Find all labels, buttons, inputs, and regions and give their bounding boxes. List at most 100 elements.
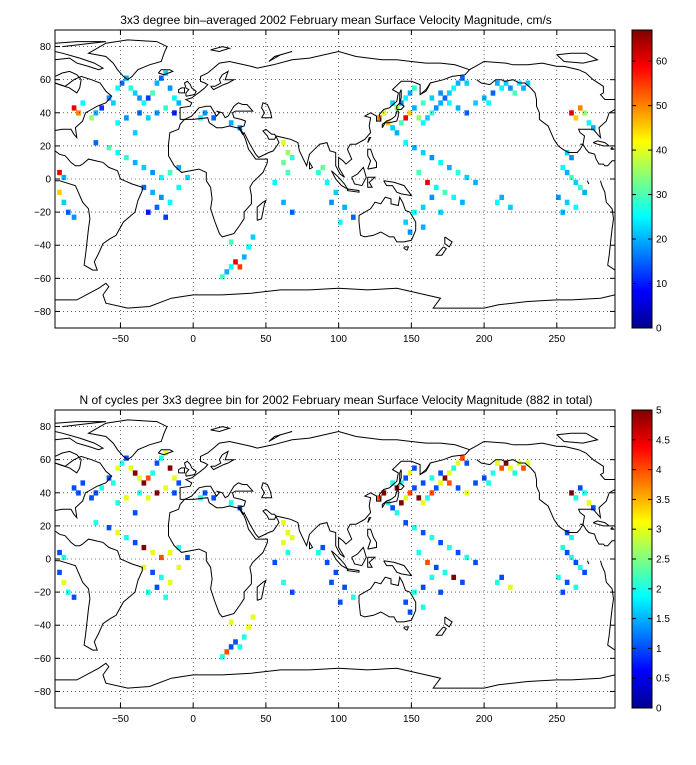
bin-cell (351, 594, 356, 600)
coastline (309, 160, 314, 170)
bin-cell (76, 490, 81, 496)
bin-cell (163, 105, 169, 111)
y-tick-label: 20 (40, 521, 52, 532)
bin-cell (154, 80, 160, 86)
bin-cell (61, 199, 67, 205)
bin-cell (573, 495, 579, 501)
coastline (367, 176, 377, 188)
bin-cell (154, 110, 160, 116)
coastline (55, 41, 106, 48)
bin-cell (176, 164, 182, 171)
x-tick-label: 250 (548, 714, 565, 725)
coastline (396, 482, 405, 490)
coastline (383, 560, 413, 577)
bin-cell (132, 130, 138, 136)
bin-cell (71, 485, 77, 491)
y-tick-label: 20 (40, 141, 52, 152)
bin-cell (106, 145, 112, 151)
bin-cell (57, 169, 62, 176)
bin-cell (163, 594, 169, 600)
coastline (600, 180, 615, 271)
bin-cell (420, 120, 426, 126)
bin-cell (132, 539, 138, 546)
bin-cell (460, 75, 465, 81)
coastline (87, 39, 168, 81)
bin-cell (451, 85, 457, 91)
bin-cell (447, 544, 452, 551)
bin-cell (185, 174, 190, 181)
bin-cell (499, 194, 505, 200)
bin-cell (89, 495, 94, 501)
bin-cell (464, 110, 470, 116)
bin-cell (433, 105, 439, 111)
coastline (419, 82, 431, 96)
coastline (210, 426, 232, 433)
colorbar-tick-label: 1 (656, 644, 662, 655)
bin-cell (556, 194, 561, 200)
bin-cell (412, 525, 417, 531)
bin-cell (289, 154, 295, 161)
bin-cell (150, 189, 155, 196)
bin-cell (124, 534, 129, 541)
bin-cell (499, 465, 505, 471)
bin-cell (438, 90, 443, 96)
bin-cell (451, 574, 457, 580)
coastline (183, 80, 197, 97)
y-tick-label: −80 (34, 307, 51, 318)
bin-cell (407, 490, 413, 496)
bin-cell (560, 589, 566, 595)
colorbar-tick-label: 10 (656, 279, 668, 290)
coastline (476, 79, 615, 153)
y-tick-label: 40 (40, 108, 52, 119)
bin-cell (71, 105, 77, 111)
bin-cell (145, 589, 151, 595)
bin-cell (281, 539, 286, 546)
bin-cell (521, 85, 526, 91)
coastline (593, 520, 611, 527)
bin-cell (420, 150, 426, 156)
bin-cell (394, 130, 400, 136)
bin-cell (429, 534, 435, 541)
bin-cell (447, 100, 452, 106)
bin-cell (455, 460, 461, 466)
bin-cell (167, 199, 173, 205)
bin-cell (560, 164, 566, 171)
bin-cell (167, 465, 173, 471)
x-tick-label: 150 (403, 714, 420, 725)
bin-cell (93, 140, 99, 146)
chart-title: 3x3 degree bin–averaged 2002 February me… (120, 13, 552, 27)
coastline (351, 166, 367, 187)
coastline (403, 246, 410, 251)
coastline (556, 52, 599, 64)
bin-cell (407, 229, 413, 235)
bin-cell (141, 100, 147, 106)
bin-cell (512, 90, 518, 96)
coastline (260, 482, 273, 499)
coastline (268, 51, 293, 62)
bin-cell (564, 530, 570, 536)
coastline (178, 467, 185, 474)
colorbar-tick-label: 3 (656, 525, 662, 536)
coastline (55, 530, 143, 651)
bin-cell (154, 584, 160, 590)
colorbar-tick-label: 0 (656, 704, 662, 715)
coastline (168, 497, 268, 618)
y-tick-label: 0 (45, 555, 51, 566)
colorbar-gradient (631, 29, 653, 329)
y-tick-label: −20 (34, 208, 51, 219)
bin-cell (451, 465, 457, 471)
bin-cell (416, 549, 422, 556)
map-axes: −50 0 50 100 150 200 250 −80 −60 −40 −20 0 20 40 60 80 (34, 409, 616, 725)
coastline (55, 662, 615, 689)
coastline (434, 626, 448, 636)
bin-cell (399, 480, 404, 486)
coastline (55, 282, 615, 309)
bin-cell (316, 169, 321, 176)
bin-cell (429, 95, 435, 101)
colorbar-tick-label: 50 (656, 101, 668, 112)
bin-cell (573, 204, 579, 210)
coastline (179, 50, 471, 178)
bin-cell (285, 150, 291, 156)
coastline (346, 568, 360, 573)
